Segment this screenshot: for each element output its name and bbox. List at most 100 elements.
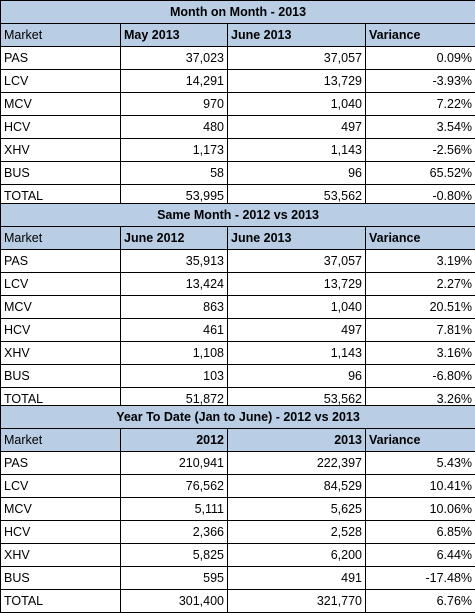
cell-value: 14,291 (121, 70, 228, 93)
cell-value: 76,562 (121, 475, 228, 498)
header-market: Market (1, 24, 121, 47)
cell-value: 222,397 (228, 452, 366, 475)
cell-market: BUS (1, 567, 121, 590)
header-col2: June 2012 (121, 227, 228, 250)
cell-value: 491 (228, 567, 366, 590)
cell-value: 37,057 (228, 47, 366, 70)
cell-market: XHV (1, 139, 121, 162)
cell-value: 1,040 (228, 296, 366, 319)
cell-variance: 65.52% (366, 162, 475, 185)
cell-value: 13,729 (228, 273, 366, 296)
same-month-table: Same Month - 2012 vs 2013 Market June 20… (0, 203, 475, 411)
cell-value: 210,941 (121, 452, 228, 475)
cell-variance: -6.80% (366, 365, 475, 388)
cell-value: 103 (121, 365, 228, 388)
cell-value: 5,111 (121, 498, 228, 521)
cell-market: HCV (1, 319, 121, 342)
cell-value: 321,770 (228, 590, 366, 613)
cell-variance: 6.85% (366, 521, 475, 544)
cell-value: 1,143 (228, 342, 366, 365)
cell-value: 58 (121, 162, 228, 185)
header-col3: June 2013 (228, 24, 366, 47)
cell-variance: 6.76% (366, 590, 475, 613)
cell-value: 301,400 (121, 590, 228, 613)
table-title: Same Month - 2012 vs 2013 (1, 204, 475, 227)
cell-value: 480 (121, 116, 228, 139)
cell-value: 96 (228, 365, 366, 388)
header-variance: Variance (366, 227, 475, 250)
cell-variance: -3.93% (366, 70, 475, 93)
cell-value: 5,625 (228, 498, 366, 521)
cell-market: MCV (1, 93, 121, 116)
cell-variance: 3.54% (366, 116, 475, 139)
cell-value: 37,057 (228, 250, 366, 273)
cell-variance: 6.44% (366, 544, 475, 567)
cell-value: 35,913 (121, 250, 228, 273)
cell-market: BUS (1, 365, 121, 388)
cell-variance: 5.43% (366, 452, 475, 475)
cell-variance: 20.51% (366, 296, 475, 319)
cell-value: 970 (121, 93, 228, 116)
cell-value: 2,366 (121, 521, 228, 544)
cell-market: PAS (1, 250, 121, 273)
cell-value: 37,023 (121, 47, 228, 70)
cell-value: 13,424 (121, 273, 228, 296)
cell-value: 863 (121, 296, 228, 319)
cell-variance: 0.09% (366, 47, 475, 70)
table-title: Year To Date (Jan to June) - 2012 vs 201… (1, 406, 475, 429)
cell-market: XHV (1, 544, 121, 567)
cell-variance: 10.41% (366, 475, 475, 498)
cell-value: 2,528 (228, 521, 366, 544)
cell-value: 6,200 (228, 544, 366, 567)
cell-market: HCV (1, 521, 121, 544)
cell-market: PAS (1, 47, 121, 70)
cell-variance: 7.22% (366, 93, 475, 116)
cell-market: HCV (1, 116, 121, 139)
cell-value: 5,825 (121, 544, 228, 567)
cell-market: TOTAL (1, 590, 121, 613)
year-to-date-table: Year To Date (Jan to June) - 2012 vs 201… (0, 405, 475, 613)
cell-variance: -2.56% (366, 139, 475, 162)
cell-variance: 3.19% (366, 250, 475, 273)
cell-variance: 7.81% (366, 319, 475, 342)
cell-variance: 2.27% (366, 273, 475, 296)
cell-value: 84,529 (228, 475, 366, 498)
header-col3: 2013 (228, 429, 366, 452)
header-variance: Variance (366, 429, 475, 452)
cell-value: 1,040 (228, 93, 366, 116)
month-on-month-table: Month on Month - 2013 Market May 2013 Ju… (0, 0, 475, 208)
cell-market: LCV (1, 475, 121, 498)
cell-variance: -17.48% (366, 567, 475, 590)
cell-market: LCV (1, 70, 121, 93)
header-col2: 2012 (121, 429, 228, 452)
header-market: Market (1, 227, 121, 250)
cell-market: LCV (1, 273, 121, 296)
cell-market: MCV (1, 296, 121, 319)
header-col2: May 2013 (121, 24, 228, 47)
cell-value: 497 (228, 116, 366, 139)
cell-market: PAS (1, 452, 121, 475)
header-col3: June 2013 (228, 227, 366, 250)
cell-value: 1,108 (121, 342, 228, 365)
table-title: Month on Month - 2013 (1, 1, 475, 24)
cell-market: BUS (1, 162, 121, 185)
cell-value: 595 (121, 567, 228, 590)
cell-value: 461 (121, 319, 228, 342)
cell-variance: 10.06% (366, 498, 475, 521)
